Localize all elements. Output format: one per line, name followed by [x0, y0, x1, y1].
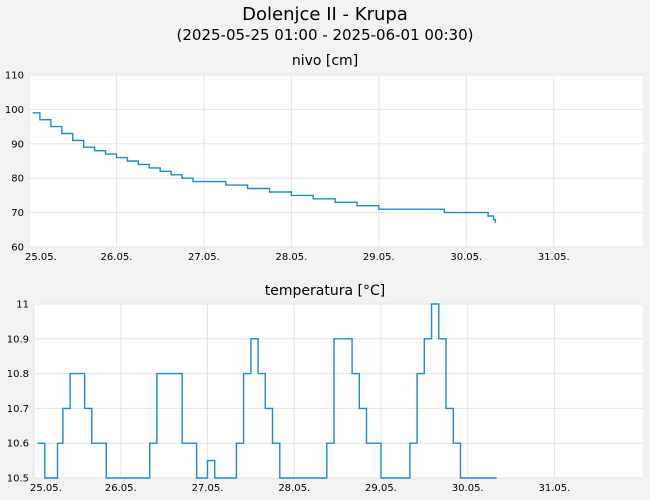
temperature-xtick-label: 25.05. [30, 483, 62, 494]
temperature-ytick-label: 10.6 [7, 439, 29, 450]
temperature-ytick-label: 10.7 [7, 404, 29, 415]
temperature-xtick-label: 30.05. [452, 483, 484, 494]
temperature-xtick-label: 27.05. [192, 483, 224, 494]
temperature-xtick-label: 31.05. [539, 483, 571, 494]
level-plot-area [29, 75, 643, 247]
temperature-xtick-label: 26.05. [105, 483, 137, 494]
level-ytick-label: 80 [11, 174, 24, 185]
level-ytick-label: 70 [11, 208, 24, 219]
temperature-chart-title: temperatura [°C] [265, 283, 385, 299]
level-ytick-label: 100 [5, 105, 24, 116]
temperature-ytick-label: 11 [16, 300, 29, 311]
temperature-series-line [37, 303, 497, 479]
page-subtitle: (2025-05-25 01:00 - 2025-06-01 00:30) [177, 26, 474, 44]
level-chart-title: nivo [cm] [292, 53, 358, 69]
temperature-ytick-label: 10.8 [7, 369, 29, 380]
level-xtick-label: 27.05. [188, 252, 220, 263]
temperature-plot-area [34, 304, 643, 478]
level-ytick-label: 90 [11, 139, 24, 150]
level-chart: nivo [cm] 60 70 80 90 100 110 25.05. 26.05. 27.05… [5, 53, 643, 263]
level-xtick-label: 25.05. [25, 252, 57, 263]
level-xtick-label: 30.05. [450, 252, 482, 263]
level-xtick-label: 29.05. [363, 252, 395, 263]
page-title: Dolenjce II - Krupa [242, 4, 408, 25]
temperature-chart: temperatura [°C] 10.5 10.6 10.7 10.8 10.9 11 25… [7, 283, 643, 494]
temperature-ytick-label: 10.9 [7, 334, 29, 345]
level-ytick-label: 110 [5, 71, 24, 82]
temperature-xtick-label: 28.05. [278, 483, 310, 494]
level-xtick-label: 28.05. [275, 252, 307, 263]
level-xtick-label: 31.05. [538, 252, 570, 263]
temperature-xtick-label: 29.05. [365, 483, 397, 494]
level-ytick-label: 60 [11, 243, 24, 254]
level-xtick-label: 26.05. [101, 252, 133, 263]
level-series-line [32, 112, 497, 223]
temperature-ytick-label: 10.5 [7, 474, 29, 485]
